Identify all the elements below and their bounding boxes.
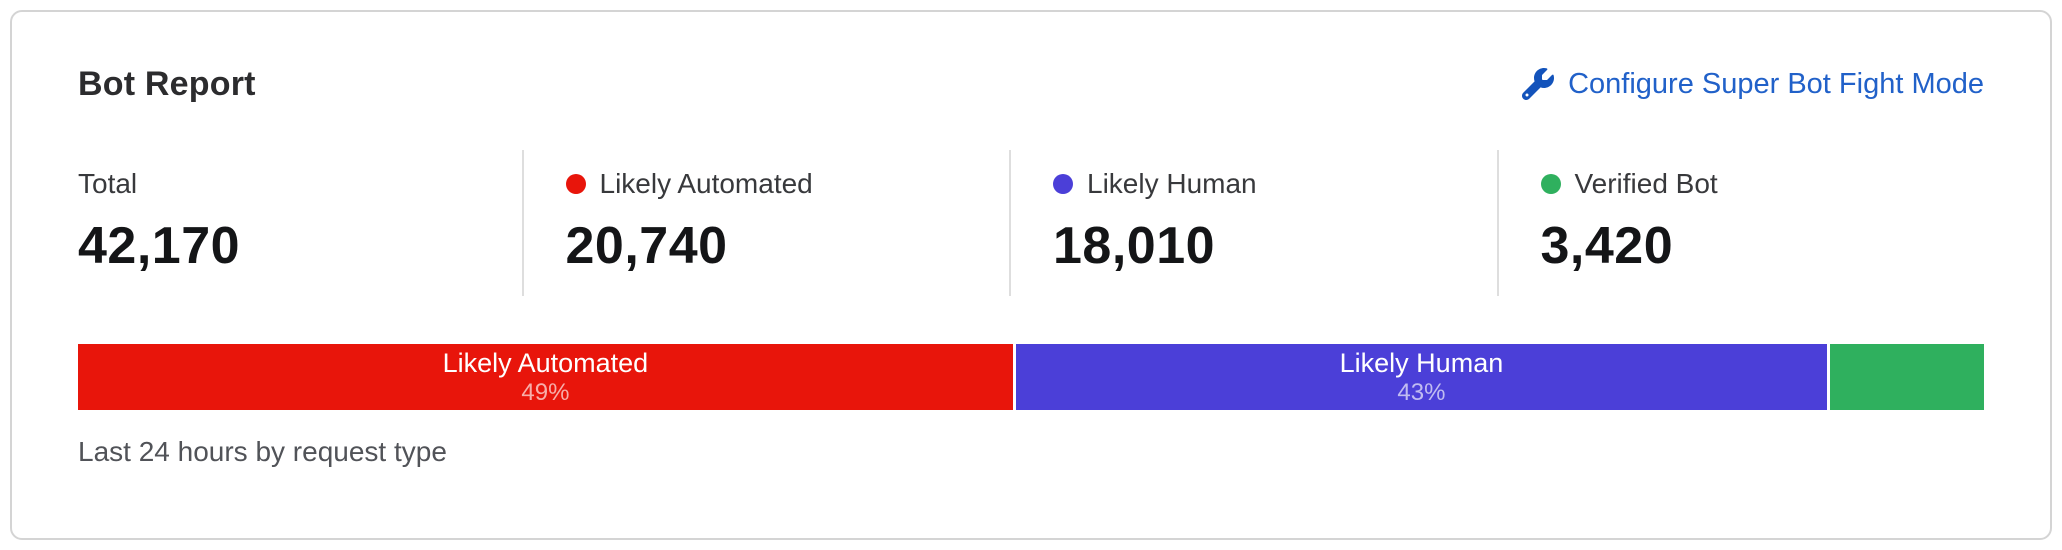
- bar-segment-percent: 43%: [1397, 379, 1446, 406]
- stat-label: Total: [78, 168, 138, 199]
- stacked-bar: Likely Automated 49% Likely Human 43%: [78, 344, 1984, 410]
- page-title: Bot Report: [78, 64, 256, 103]
- likely-automated-dot-icon: [565, 174, 586, 194]
- stat-value: 18,010: [1053, 217, 1216, 275]
- configure-link-label: Configure Super Bot Fight Mode: [1568, 67, 1984, 100]
- verified-bot-dot-icon: [1540, 174, 1561, 194]
- stat-verified-bot: Verified Bot 3,420: [1496, 150, 1985, 296]
- stat-likely-human: Likely Human 18,010: [1009, 150, 1497, 296]
- stat-label-row: Verified Bot: [1540, 166, 1985, 202]
- stat-value: 3,420: [1540, 217, 1674, 275]
- stat-value: 42,170: [78, 217, 241, 275]
- wrench-icon: [1522, 68, 1555, 100]
- likely-human-dot-icon: [1053, 174, 1073, 194]
- bar-segment-percent: 49%: [521, 379, 570, 406]
- stat-likely-automated: Likely Automated 20,740: [521, 150, 1010, 296]
- configure-link[interactable]: Configure Super Bot Fight Mode: [1522, 68, 1984, 101]
- stat-value: 20,740: [565, 217, 728, 275]
- stat-label: Likely Automated: [599, 168, 813, 199]
- bar-segment-label: Likely Human: [1339, 348, 1504, 378]
- bar-segment-label: Likely Automated: [442, 348, 649, 378]
- stats-row: Total 42,170 Likely Automated 20,740 Lik…: [78, 150, 1984, 296]
- stat-label: Likely Human: [1087, 168, 1257, 199]
- caption-text: Last 24 hours by request type: [78, 436, 447, 467]
- stat-label-row: Likely Human: [1053, 166, 1497, 202]
- bot-report-card: Bot Report Configure Super Bot Fight Mod…: [10, 10, 2052, 540]
- stat-total: Total 42,170: [78, 150, 522, 296]
- stat-label-row: Total: [78, 166, 522, 202]
- stat-label: Verified Bot: [1574, 168, 1718, 199]
- card-header: Bot Report Configure Super Bot Fight Mod…: [78, 62, 1984, 106]
- stat-label-row: Likely Automated: [565, 166, 1010, 202]
- bar-segment-likely-human: Likely Human 43%: [1015, 344, 1828, 410]
- bar-segment-verified-bot: [1830, 344, 1984, 410]
- bar-segment-likely-automated: Likely Automated 49%: [78, 344, 1013, 410]
